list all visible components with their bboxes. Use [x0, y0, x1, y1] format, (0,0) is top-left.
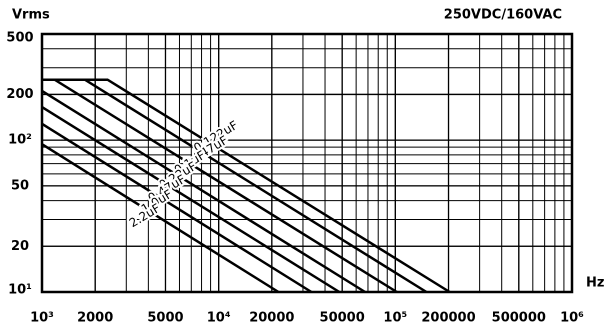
x-tick-label: 50000 — [320, 311, 365, 326]
plot-border — [40, 32, 574, 294]
y-tick-label: 10¹ — [8, 283, 32, 298]
x-tick-label: 10⁶ — [560, 311, 584, 326]
series-line — [41, 106, 340, 294]
series-line — [41, 122, 313, 294]
x-tick-label: 2000 — [77, 311, 113, 326]
y-tick-label: 200 — [6, 87, 33, 102]
series-line — [41, 89, 366, 294]
x-tick-label: 5000 — [147, 311, 183, 326]
x-axis-label: Hz — [586, 276, 604, 291]
x-tick-label: 200000 — [421, 311, 475, 326]
x-tick-label: 10⁵ — [383, 311, 407, 326]
x-tick-label: 20000 — [249, 311, 294, 326]
y-tick-label: 50 — [11, 178, 29, 193]
series-line — [41, 143, 280, 294]
y-axis-label: Vrms — [12, 8, 50, 23]
x-tick-label: 500000 — [492, 311, 546, 326]
y-tick-label: 20 — [11, 239, 29, 254]
chart-title: 250VDC/160VAC — [444, 8, 562, 23]
y-tick-label: 10² — [8, 133, 32, 148]
x-tick-label: 10⁴ — [207, 311, 231, 326]
series-line — [42, 78, 398, 294]
x-tick-label: 10³ — [30, 311, 54, 326]
y-tick-label: 500 — [6, 31, 33, 46]
